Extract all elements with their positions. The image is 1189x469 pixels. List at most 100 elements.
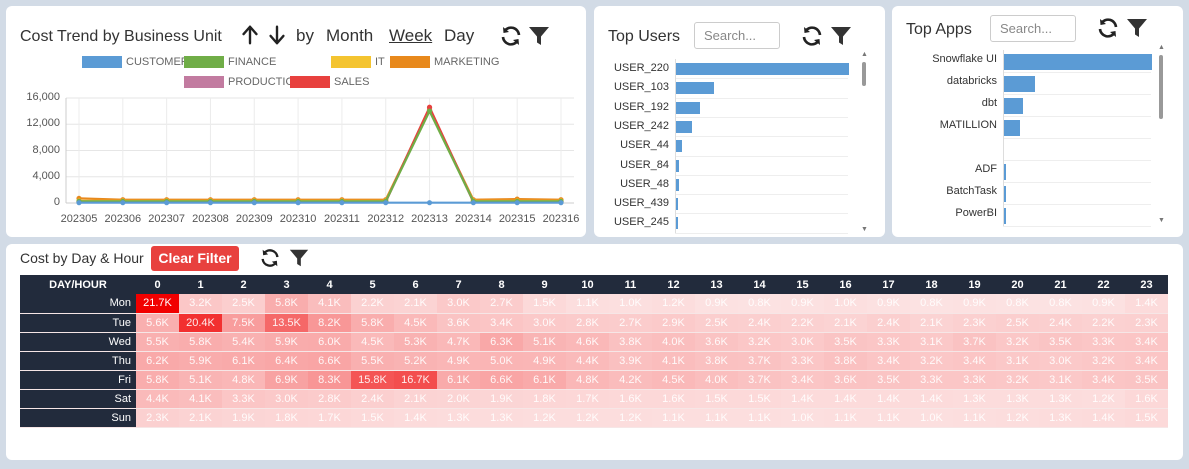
- heatmap-cell[interactable]: 1.0K: [609, 294, 652, 314]
- filter-icon[interactable]: [288, 247, 310, 269]
- heatmap-cell[interactable]: 1.5K: [523, 294, 566, 314]
- heatmap-cell[interactable]: 0.9K: [953, 294, 996, 314]
- heatmap-cell[interactable]: 3.4K: [953, 351, 996, 371]
- heatmap-cell[interactable]: 1.4K: [781, 389, 824, 409]
- heatmap-cell[interactable]: 2.5K: [222, 294, 265, 314]
- heatmap-cell[interactable]: 1.3K: [953, 389, 996, 409]
- heatmap-cell[interactable]: 20.4K: [179, 313, 222, 333]
- data-point[interactable]: [514, 200, 520, 206]
- heatmap-cell[interactable]: 4.1K: [179, 389, 222, 409]
- day-label[interactable]: Sat: [20, 389, 136, 409]
- bar[interactable]: [676, 63, 849, 75]
- hour-header[interactable]: 17: [867, 275, 910, 294]
- heatmap-cell[interactable]: 3.0K: [1039, 351, 1082, 371]
- bar[interactable]: [1004, 208, 1006, 224]
- data-point[interactable]: [470, 200, 476, 206]
- heatmap-cell[interactable]: 13.5K: [265, 313, 308, 333]
- refresh-icon[interactable]: [259, 247, 281, 269]
- hour-header[interactable]: 13: [695, 275, 738, 294]
- heatmap-cell[interactable]: 1.5K: [1125, 408, 1168, 428]
- heatmap-cell[interactable]: 3.3K: [781, 351, 824, 371]
- refresh-icon[interactable]: [800, 24, 824, 48]
- granularity-month[interactable]: Month: [326, 26, 374, 45]
- heatmap-cell[interactable]: 1.4K: [1082, 408, 1125, 428]
- heatmap-cell[interactable]: 4.5K: [394, 313, 437, 333]
- heatmap-cell[interactable]: 5.5K: [136, 332, 179, 352]
- data-point[interactable]: [207, 200, 214, 206]
- hour-header[interactable]: 20: [996, 275, 1039, 294]
- heatmap-cell[interactable]: 4.7K: [437, 332, 480, 352]
- heatmap-cell[interactable]: 1.0K: [824, 294, 867, 314]
- day-label[interactable]: Sun: [20, 408, 136, 428]
- heatmap-cell[interactable]: 1.4K: [1125, 294, 1168, 314]
- bar[interactable]: [1004, 120, 1021, 136]
- heatmap-cell[interactable]: 4.8K: [222, 370, 265, 390]
- heatmap-cell[interactable]: 1.2K: [523, 408, 566, 428]
- heatmap-cell[interactable]: 0.8K: [910, 294, 953, 314]
- users-search-input[interactable]: [694, 22, 780, 49]
- data-point[interactable]: [339, 200, 345, 206]
- heatmap-cell[interactable]: 4.5K: [652, 370, 695, 390]
- heatmap-cell[interactable]: 6.0K: [308, 332, 351, 352]
- heatmap-cell[interactable]: 5.8K: [136, 370, 179, 390]
- hour-header[interactable]: 23: [1125, 275, 1168, 294]
- heatmap-cell[interactable]: 3.0K: [265, 389, 308, 409]
- data-point[interactable]: [76, 200, 82, 206]
- heatmap-cell[interactable]: 2.0K: [437, 389, 480, 409]
- heatmap-cell[interactable]: 1.3K: [996, 389, 1039, 409]
- hour-header[interactable]: 21: [1039, 275, 1082, 294]
- heatmap-cell[interactable]: 7.5K: [222, 313, 265, 333]
- heatmap-cell[interactable]: 1.8K: [265, 408, 308, 428]
- heatmap-cell[interactable]: 2.7K: [609, 313, 652, 333]
- hour-header[interactable]: 22: [1082, 275, 1125, 294]
- heatmap-cell[interactable]: 6.9K: [265, 370, 308, 390]
- heatmap-cell[interactable]: 2.1K: [394, 389, 437, 409]
- heatmap-cell[interactable]: 15.8K: [351, 370, 394, 390]
- heatmap-cell[interactable]: 3.3K: [953, 370, 996, 390]
- heatmap-cell[interactable]: 5.9K: [179, 351, 222, 371]
- hour-header[interactable]: 0: [136, 275, 179, 294]
- heatmap-cell[interactable]: 3.6K: [437, 313, 480, 333]
- bar[interactable]: [1004, 164, 1006, 180]
- heatmap-cell[interactable]: 3.6K: [824, 370, 867, 390]
- heatmap-cell[interactable]: 6.3K: [480, 332, 523, 352]
- hour-header[interactable]: 12: [652, 275, 695, 294]
- heatmap-cell[interactable]: 3.3K: [1082, 332, 1125, 352]
- heatmap-cell[interactable]: 4.0K: [695, 370, 738, 390]
- heatmap-cell[interactable]: 2.4K: [738, 313, 781, 333]
- heatmap-cell[interactable]: 3.5K: [824, 332, 867, 352]
- hour-header[interactable]: 6: [394, 275, 437, 294]
- day-label[interactable]: Mon: [20, 294, 136, 314]
- heatmap-cell[interactable]: 1.0K: [910, 408, 953, 428]
- heatmap-cell[interactable]: 2.8K: [308, 389, 351, 409]
- filter-icon[interactable]: [1125, 16, 1149, 40]
- heatmap-cell[interactable]: 1.1K: [867, 408, 910, 428]
- heatmap-cell[interactable]: 1.1K: [695, 408, 738, 428]
- heatmap-cell[interactable]: 2.3K: [1125, 313, 1168, 333]
- bar[interactable]: [676, 217, 678, 230]
- heatmap-cell[interactable]: 4.9K: [523, 351, 566, 371]
- heatmap-cell[interactable]: 1.1K: [652, 408, 695, 428]
- heatmap-cell[interactable]: 1.2K: [996, 408, 1039, 428]
- heatmap-cell[interactable]: 0.9K: [695, 294, 738, 314]
- apps-search-input[interactable]: [990, 15, 1076, 42]
- heatmap-cell[interactable]: 1.1K: [566, 294, 609, 314]
- heatmap-cell[interactable]: 6.4K: [265, 351, 308, 371]
- bar[interactable]: [1004, 98, 1024, 114]
- heatmap-cell[interactable]: 1.4K: [824, 389, 867, 409]
- legend-item[interactable]: SALES: [290, 76, 369, 88]
- data-point[interactable]: [426, 200, 433, 206]
- heatmap-cell[interactable]: 1.6K: [652, 389, 695, 409]
- heatmap-cell[interactable]: 1.7K: [566, 389, 609, 409]
- heatmap-cell[interactable]: 2.3K: [953, 313, 996, 333]
- filter-icon[interactable]: [527, 24, 551, 48]
- heatmap-cell[interactable]: 0.8K: [738, 294, 781, 314]
- data-point[interactable]: [295, 200, 301, 206]
- heatmap-cell[interactable]: 3.2K: [738, 332, 781, 352]
- heatmap-cell[interactable]: 3.3K: [910, 370, 953, 390]
- hour-header[interactable]: 18: [910, 275, 953, 294]
- heatmap-cell[interactable]: 1.8K: [523, 389, 566, 409]
- heatmap-cell[interactable]: 1.3K: [1039, 389, 1082, 409]
- heatmap-cell[interactable]: 1.1K: [824, 408, 867, 428]
- heatmap-cell[interactable]: 4.2K: [609, 370, 652, 390]
